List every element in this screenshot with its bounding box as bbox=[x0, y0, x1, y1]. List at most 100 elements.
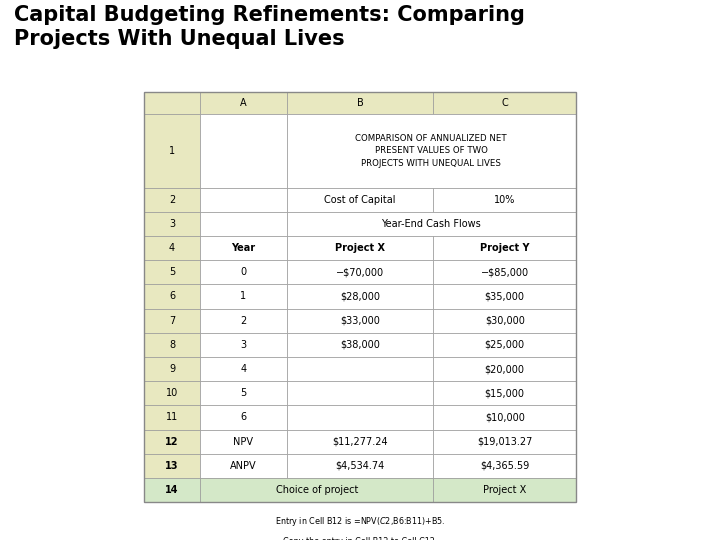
Bar bbox=[144, 92, 200, 114]
Text: Copyright ©2015 Pearson Education, Inc. All rights reserved.: Copyright ©2015 Pearson Education, Inc. … bbox=[14, 519, 312, 529]
Bar bbox=[287, 406, 433, 430]
Bar bbox=[144, 406, 200, 430]
Bar bbox=[287, 212, 576, 236]
Bar bbox=[200, 430, 287, 454]
Bar bbox=[200, 236, 287, 260]
Text: Year-End Cash Flows: Year-End Cash Flows bbox=[382, 219, 481, 229]
Text: C: C bbox=[501, 98, 508, 108]
Text: B: B bbox=[356, 98, 364, 108]
Bar bbox=[287, 114, 576, 187]
Text: $4,534.74: $4,534.74 bbox=[336, 461, 384, 471]
Bar bbox=[200, 381, 287, 406]
Text: $25,000: $25,000 bbox=[485, 340, 525, 350]
Bar bbox=[144, 308, 200, 333]
Text: Capital Budgeting Refinements: Comparing
Projects With Unequal Lives: Capital Budgeting Refinements: Comparing… bbox=[14, 5, 526, 49]
Bar bbox=[287, 357, 433, 381]
Text: Year: Year bbox=[231, 243, 256, 253]
Text: −$70,000: −$70,000 bbox=[336, 267, 384, 277]
Bar bbox=[144, 333, 200, 357]
Bar bbox=[287, 187, 433, 212]
Text: 5: 5 bbox=[240, 388, 246, 399]
Text: Copy the entry in Cell B12 to Cell C12.: Copy the entry in Cell B12 to Cell C12. bbox=[283, 537, 437, 540]
Text: $10,000: $10,000 bbox=[485, 413, 525, 422]
Text: 12: 12 bbox=[166, 437, 179, 447]
Bar bbox=[200, 406, 287, 430]
Text: 1: 1 bbox=[240, 292, 246, 301]
Text: Entry in Cell B12 is =NPV($C$2,B6:B11)+B5.: Entry in Cell B12 is =NPV($C$2,B6:B11)+B… bbox=[275, 515, 445, 528]
Bar bbox=[144, 478, 200, 502]
Text: 6: 6 bbox=[240, 413, 246, 422]
Text: $4,365.59: $4,365.59 bbox=[480, 461, 529, 471]
Text: 4: 4 bbox=[240, 364, 246, 374]
Bar bbox=[144, 285, 200, 308]
Bar bbox=[433, 285, 576, 308]
Bar bbox=[287, 430, 433, 454]
Bar bbox=[144, 236, 200, 260]
Bar bbox=[433, 92, 576, 114]
Text: 8: 8 bbox=[169, 340, 175, 350]
Bar bbox=[200, 478, 433, 502]
Bar bbox=[287, 333, 433, 357]
Bar bbox=[200, 212, 287, 236]
Bar bbox=[433, 187, 576, 212]
Text: 10: 10 bbox=[166, 388, 179, 399]
Text: 3: 3 bbox=[240, 340, 246, 350]
Text: 11-78: 11-78 bbox=[678, 519, 706, 529]
Text: NPV: NPV bbox=[233, 437, 253, 447]
Text: $30,000: $30,000 bbox=[485, 316, 525, 326]
Text: 3: 3 bbox=[169, 219, 175, 229]
Text: $28,000: $28,000 bbox=[340, 292, 380, 301]
Bar bbox=[287, 260, 433, 285]
Bar bbox=[144, 187, 200, 212]
Bar bbox=[287, 92, 433, 114]
Text: 9: 9 bbox=[169, 364, 175, 374]
Bar bbox=[287, 381, 433, 406]
Bar bbox=[287, 236, 433, 260]
Bar bbox=[433, 478, 576, 502]
Text: $11,277.24: $11,277.24 bbox=[332, 437, 388, 447]
Text: Choice of project: Choice of project bbox=[276, 485, 358, 495]
Bar bbox=[200, 308, 287, 333]
Bar bbox=[433, 333, 576, 357]
Bar bbox=[287, 308, 433, 333]
Bar bbox=[144, 260, 200, 285]
Bar bbox=[144, 454, 200, 478]
Text: 2: 2 bbox=[169, 194, 175, 205]
Bar bbox=[200, 187, 287, 212]
Text: 6: 6 bbox=[169, 292, 175, 301]
Text: $19,013.27: $19,013.27 bbox=[477, 437, 532, 447]
Bar bbox=[287, 454, 433, 478]
Text: 4: 4 bbox=[169, 243, 175, 253]
Bar bbox=[200, 260, 287, 285]
Bar bbox=[144, 114, 200, 187]
Bar bbox=[200, 114, 287, 187]
Bar bbox=[433, 260, 576, 285]
Text: 0: 0 bbox=[240, 267, 246, 277]
Text: 11: 11 bbox=[166, 413, 179, 422]
Bar bbox=[144, 357, 200, 381]
Bar bbox=[433, 430, 576, 454]
Text: $35,000: $35,000 bbox=[485, 292, 525, 301]
Text: Cost of Capital: Cost of Capital bbox=[324, 194, 396, 205]
Text: $20,000: $20,000 bbox=[485, 364, 525, 374]
Text: 7: 7 bbox=[169, 316, 175, 326]
Bar bbox=[144, 212, 200, 236]
Bar bbox=[144, 381, 200, 406]
Text: 2: 2 bbox=[240, 316, 246, 326]
Bar bbox=[433, 236, 576, 260]
Bar bbox=[200, 333, 287, 357]
Bar bbox=[433, 357, 576, 381]
Bar bbox=[200, 454, 287, 478]
Bar bbox=[200, 92, 287, 114]
Bar bbox=[433, 308, 576, 333]
Text: ANPV: ANPV bbox=[230, 461, 256, 471]
Text: A: A bbox=[240, 98, 247, 108]
Bar bbox=[200, 285, 287, 308]
Text: 1: 1 bbox=[169, 146, 175, 156]
Bar bbox=[433, 454, 576, 478]
Text: $33,000: $33,000 bbox=[340, 316, 380, 326]
Text: $38,000: $38,000 bbox=[340, 340, 380, 350]
Text: 13: 13 bbox=[166, 461, 179, 471]
Text: Project X: Project X bbox=[335, 243, 385, 253]
Bar bbox=[144, 430, 200, 454]
